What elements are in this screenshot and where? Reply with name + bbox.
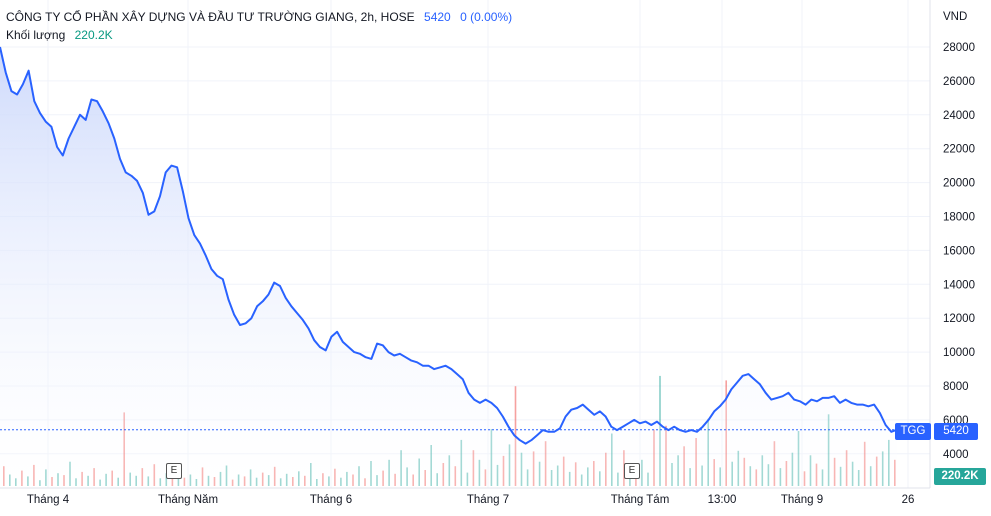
y-tick-label: 12000 xyxy=(943,313,975,325)
x-tick-label: 26 xyxy=(902,494,915,506)
x-tick-label: 13:00 xyxy=(708,494,737,506)
price-line xyxy=(0,46,898,445)
legend-title: CÔNG TY CỔ PHẦN XÂY DỰNG VÀ ĐẦU TƯ TRƯỜN… xyxy=(6,10,415,24)
y-axis-unit: VND xyxy=(943,11,967,23)
y-tick-label: 24000 xyxy=(943,110,975,122)
y-tick-label: 28000 xyxy=(943,42,975,54)
y-tick-label: 26000 xyxy=(943,76,975,88)
chart-legend: CÔNG TY CỔ PHẦN XÂY DỰNG VÀ ĐẦU TƯ TRƯỜN… xyxy=(6,8,512,44)
y-tick-label: 18000 xyxy=(943,212,975,224)
time-axis: Tháng 4 Tháng Năm Tháng 6 Tháng 7 Tháng Tám 1… xyxy=(27,494,915,506)
x-tick-label: Tháng 7 xyxy=(467,494,509,506)
y-tick-label: 14000 xyxy=(943,279,975,291)
price-axis: 4000600080001000012000140001600018000200… xyxy=(943,42,975,461)
legend-change: 0 (0.00%) xyxy=(460,10,513,24)
x-tick-label: Tháng 4 xyxy=(27,494,70,506)
x-tick-label: Tháng 6 xyxy=(310,494,352,506)
y-tick-label: 20000 xyxy=(943,178,975,190)
last-price-tag: 5420 xyxy=(934,423,978,440)
y-tick-label: 4000 xyxy=(943,449,969,461)
earnings-marker[interactable]: E xyxy=(166,463,182,479)
x-tick-label: Tháng Tám xyxy=(611,494,670,506)
price-area xyxy=(0,47,897,488)
y-tick-label: 16000 xyxy=(943,245,975,257)
y-tick-label: 10000 xyxy=(943,347,975,359)
legend-volume-value: 220.2K xyxy=(74,28,113,42)
last-volume-tag: 220.2K xyxy=(934,468,986,485)
legend-volume-label: Khối lượng xyxy=(6,28,66,42)
x-tick-label: Tháng 9 xyxy=(781,494,823,506)
y-tick-label: 8000 xyxy=(943,381,969,393)
y-tick-label: 22000 xyxy=(943,144,975,156)
x-tick-label: Tháng Năm xyxy=(158,494,218,506)
legend-price: 5420 xyxy=(424,10,451,24)
earnings-marker[interactable]: E xyxy=(624,463,640,479)
ticker-tag: TGG xyxy=(895,423,931,440)
